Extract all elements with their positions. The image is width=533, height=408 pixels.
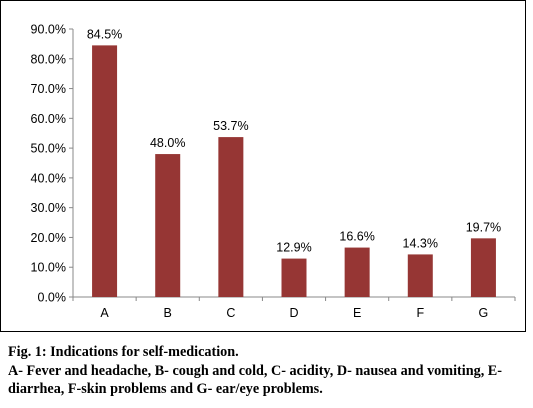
bar-b — [155, 154, 181, 297]
data-label-d: 12.9% — [276, 241, 311, 255]
bar-d — [281, 258, 307, 297]
x-tick-label-g: G — [479, 306, 489, 320]
x-tick-label-f: F — [416, 306, 424, 320]
y-axis-ticks: 0.0% 10.0% 20.0% 30.0% 40.0% 50.0% 60.0% 70.0% 8… — [31, 23, 73, 305]
bars-group — [92, 45, 496, 297]
caption-title: Fig. 1: Indications for self-medication. — [8, 344, 239, 360]
x-tick-label-c: C — [226, 306, 235, 320]
data-label-a: 84.5% — [87, 27, 122, 41]
x-tick-label-d: D — [289, 306, 298, 320]
x-tick-label-e: E — [353, 306, 361, 320]
bar-chart: 0.0% 10.0% 20.0% 30.0% 40.0% 50.0% 60.0% 70.0% 8… — [31, 23, 516, 320]
y-tick-label: 50.0% — [31, 142, 66, 156]
y-tick-label: 80.0% — [31, 52, 66, 66]
data-label-e: 16.6% — [339, 230, 374, 244]
y-tick-label: 30.0% — [31, 201, 66, 215]
bar-c — [218, 137, 244, 297]
bar-f — [407, 254, 433, 297]
y-tick-label: 60.0% — [31, 112, 66, 126]
y-tick-label: 90.0% — [31, 23, 66, 37]
caption-legend: A- Fever and headache, B- cough and cold… — [8, 362, 502, 398]
data-label-c: 53.7% — [213, 119, 248, 133]
y-tick-label: 40.0% — [31, 171, 66, 185]
x-axis-ticks: A B C D E F G — [72, 297, 516, 320]
y-tick-label: 0.0% — [38, 291, 67, 305]
chart-frame: 0.0% 10.0% 20.0% 30.0% 40.0% 50.0% 60.0% 70.0% 8… — [0, 0, 526, 332]
data-label-f: 14.3% — [403, 236, 438, 250]
y-tick-label: 10.0% — [31, 261, 66, 275]
bar-e — [344, 247, 370, 297]
data-label-b: 48.0% — [150, 136, 185, 150]
y-tick-label: 20.0% — [31, 231, 66, 245]
data-label-g: 19.7% — [466, 220, 501, 234]
bar-g — [470, 238, 496, 297]
x-tick-label-a: A — [100, 306, 109, 320]
bar-a — [92, 45, 118, 297]
figure-caption: Fig. 1: Indications for self-medication.… — [8, 343, 530, 399]
data-labels-group: 84.5% 48.0% 53.7% 12.9% 16.6% 14.3% 19.7% — [87, 27, 501, 254]
y-tick-label: 70.0% — [31, 82, 66, 96]
x-tick-label-b: B — [164, 306, 172, 320]
